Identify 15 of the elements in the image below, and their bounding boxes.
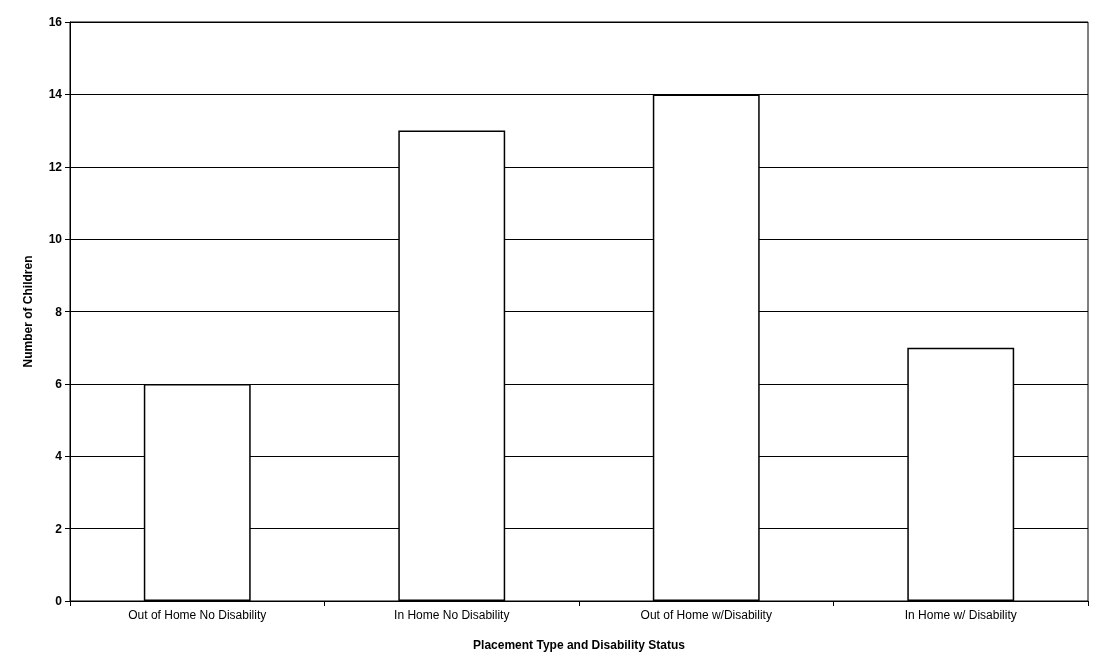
x-tick-label: Out of Home No Disability xyxy=(128,608,267,622)
y-tick-label: 4 xyxy=(55,449,63,464)
y-tick-label: 14 xyxy=(48,87,63,102)
y-tick-label: 12 xyxy=(48,159,63,174)
x-tick-label: In Home No Disability xyxy=(394,608,510,622)
y-tick-label: 0 xyxy=(55,594,63,608)
y-tick-label: 2 xyxy=(55,521,63,536)
y-tick-label: 10 xyxy=(48,232,63,247)
x-axis-title: Placement Type and Disability Status xyxy=(473,638,686,652)
y-tick-label: 6 xyxy=(55,376,63,391)
y-axis-title: Number of Children xyxy=(21,255,35,368)
x-tick-label: Out of Home w/Disability xyxy=(640,608,772,622)
x-tick-label: In Home w/ Disability xyxy=(904,608,1017,622)
y-tick-label: 16 xyxy=(48,15,63,29)
y-tick-label: 8 xyxy=(55,304,63,319)
